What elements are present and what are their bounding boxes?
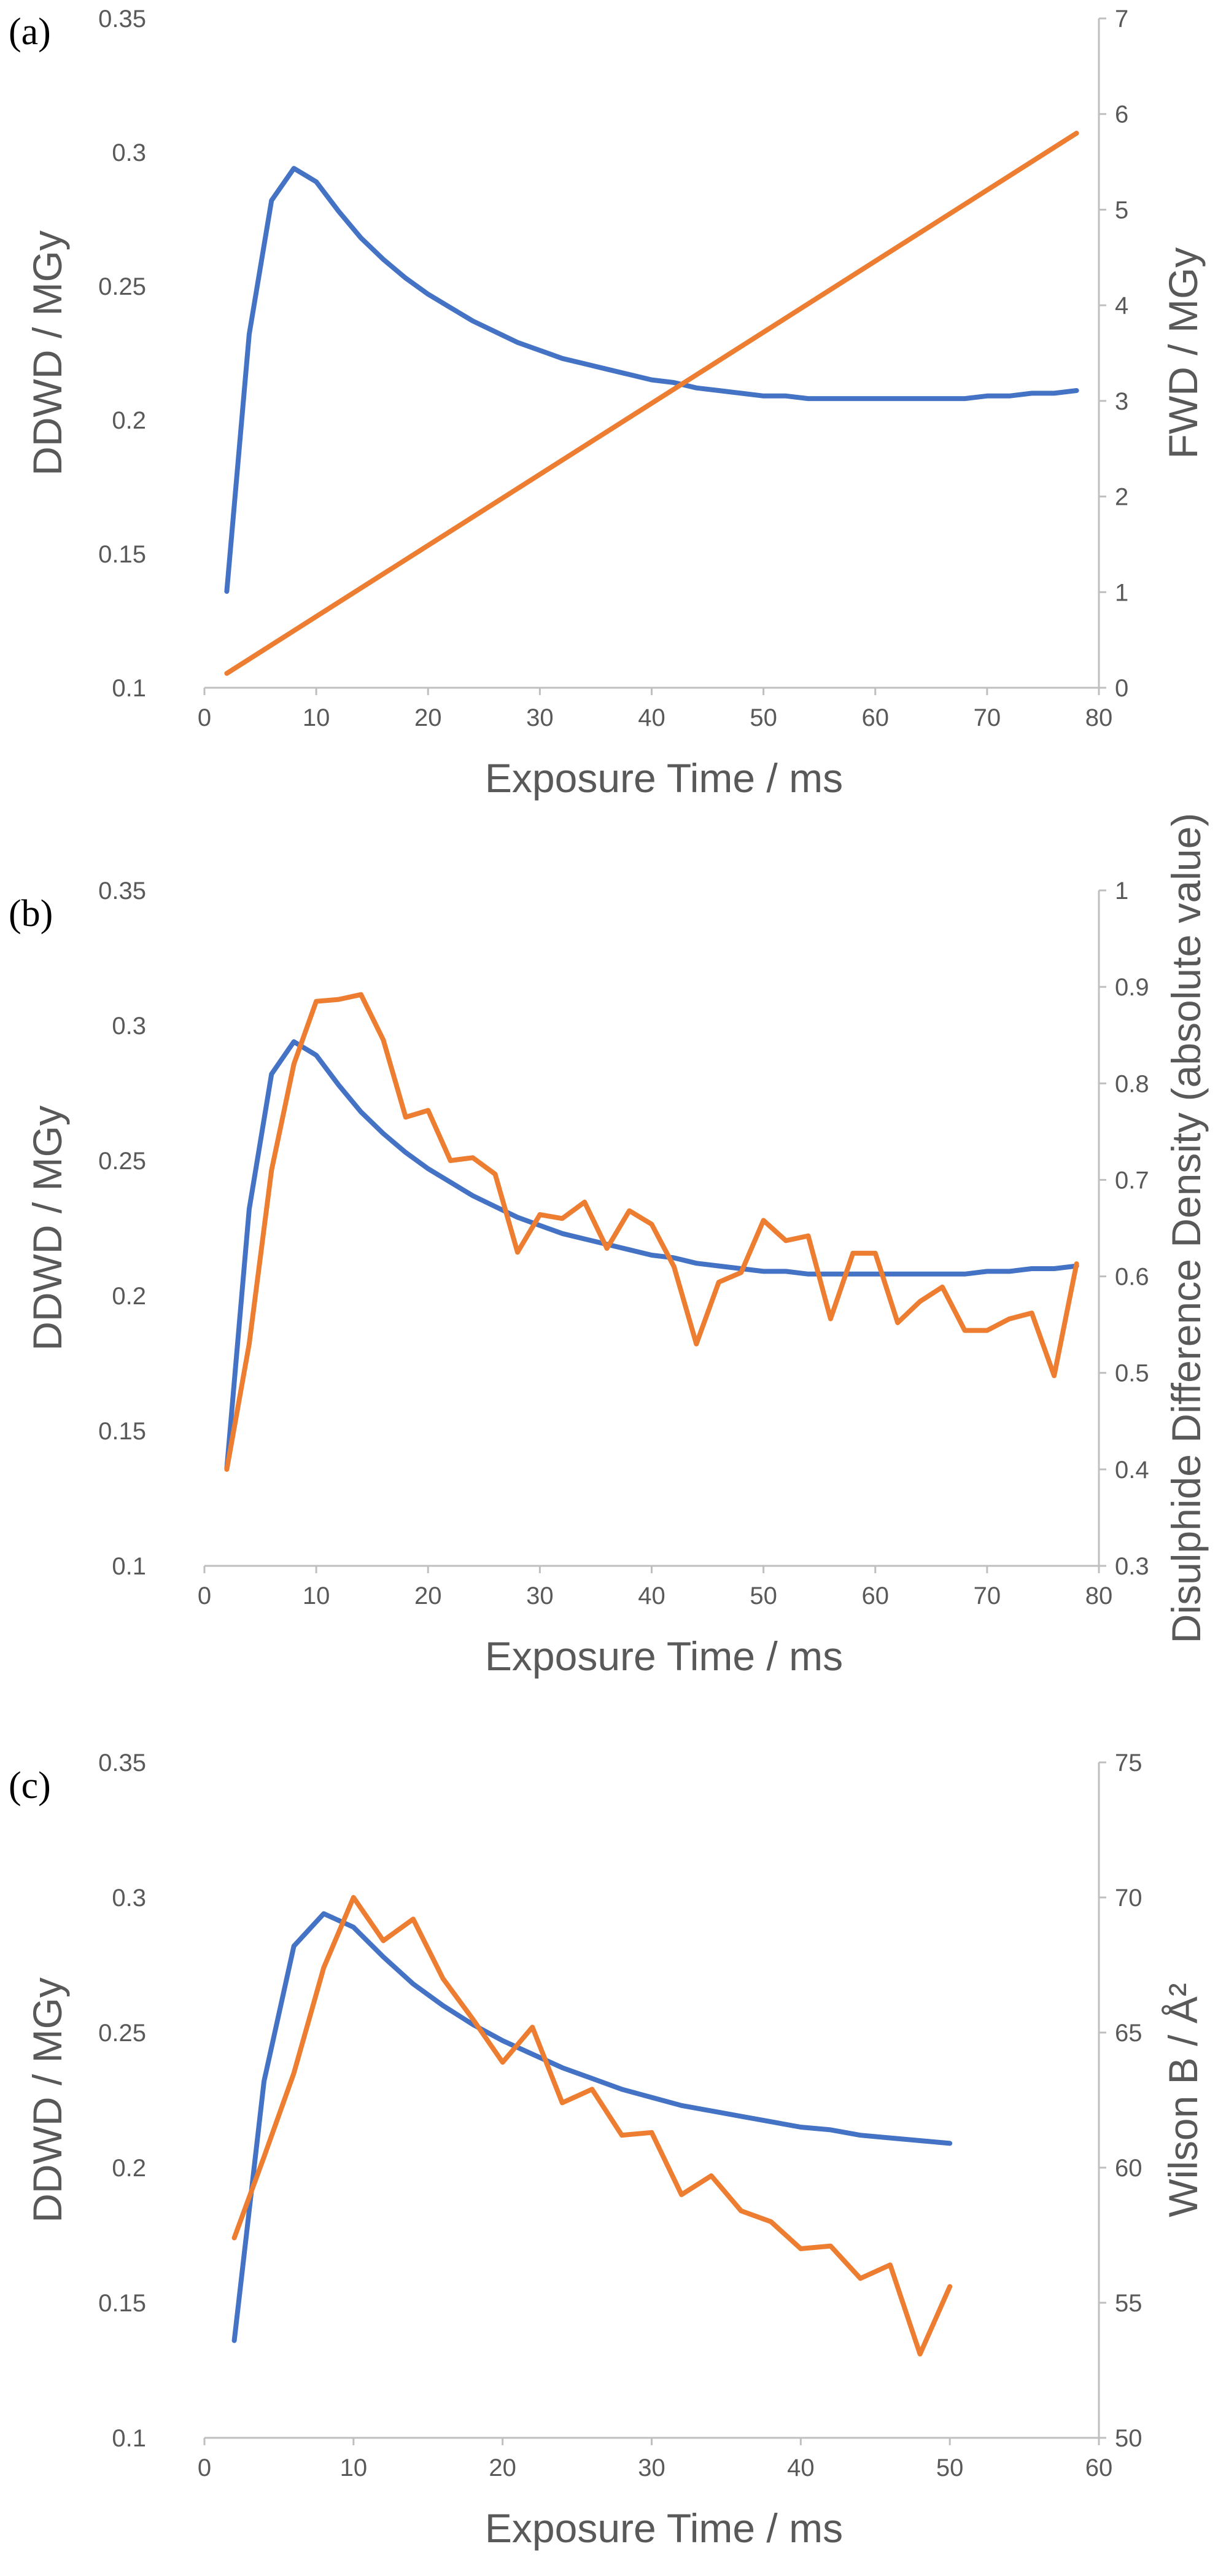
secondary-series-line [227, 995, 1076, 1469]
secondary-series-line [227, 133, 1076, 674]
y-right-tick-label: 6 [1115, 101, 1128, 128]
y-right-tick-label: 2 [1115, 484, 1128, 511]
x-tick-label: 60 [862, 704, 890, 731]
y-left-axis-title: DDWD / MGy [25, 1105, 70, 1351]
x-tick-label: 0 [198, 1582, 211, 1609]
x-tick-label: 40 [787, 2454, 815, 2481]
y-right-axis-title: FWD / MGy [1160, 247, 1206, 459]
y-right-tick-label: 3 [1115, 388, 1128, 415]
x-tick-label: 10 [340, 2454, 368, 2481]
y-left-tick-label: 0.3 [112, 139, 146, 166]
ddwd-series-line [227, 168, 1076, 591]
y-right-tick-label: 1 [1115, 579, 1128, 606]
y-left-tick-label: 0.15 [98, 541, 146, 568]
y-right-axis-title: Disulphide Difference Density (absolute … [1163, 813, 1209, 1643]
y-right-tick-label: 0 [1115, 675, 1128, 702]
y-right-tick-label: 65 [1115, 2020, 1142, 2047]
y-left-axis-title: DDWD / MGy [25, 230, 70, 476]
y-right-tick-label: 7 [1115, 6, 1128, 33]
x-tick-label: 50 [750, 704, 777, 731]
y-left-tick-label: 0.25 [98, 2020, 146, 2047]
y-left-tick-label: 0.1 [112, 1553, 146, 1580]
x-tick-label: 80 [1085, 1582, 1113, 1609]
x-axis-title: Exposure Time / ms [485, 755, 843, 801]
x-tick-label: 40 [638, 704, 665, 731]
y-right-tick-label: 4 [1115, 292, 1128, 319]
y-left-tick-label: 0.15 [98, 2290, 146, 2317]
x-tick-label: 30 [526, 704, 554, 731]
chart-panel-2: (b) 0 10 20 30 40 50 60 70 80 0.1 0.15 0.2 0.25 0.3 0.3… [9, 813, 1209, 1679]
y-left-tick-label: 0.1 [112, 2425, 146, 2452]
x-tick-label: 10 [303, 704, 330, 731]
ddwd-series-line [235, 1913, 950, 2340]
x-tick-label: 0 [198, 704, 211, 731]
x-axis-title: Exposure Time / ms [485, 1633, 843, 1679]
y-left-tick-label: 0.1 [112, 675, 146, 702]
chart-panel-3: (c)0 10 20 30 40 50 600.10.150.20.250.30.35505… [9, 1749, 1206, 2551]
panel-label: (a) [9, 11, 51, 53]
y-right-axis-title: Wilson B / Å² [1160, 1983, 1206, 2217]
panel-label: (c) [9, 1765, 51, 1807]
x-tick-label: 50 [936, 2454, 964, 2481]
y-right-tick-label: 70 [1115, 1885, 1142, 1912]
y-right-tick-label: 50 [1115, 2425, 1142, 2452]
secondary-series-line [235, 1897, 950, 2354]
y-right-tick-label: 75 [1115, 1749, 1142, 1776]
y-right-tick-label: 0.8 [1115, 1070, 1149, 1097]
y-right-tick-label: 0.6 [1115, 1264, 1149, 1291]
y-left-tick-label: 0.15 [98, 1418, 146, 1445]
y-right-tick-label: 60 [1115, 2155, 1142, 2182]
x-tick-label: 20 [414, 1582, 442, 1609]
x-tick-label: 60 [1085, 2454, 1113, 2481]
y-right-tick-label: 1 [1115, 877, 1128, 905]
ddwd-series-line [227, 1041, 1076, 1468]
x-tick-label: 10 [303, 1582, 330, 1609]
y-left-axis-title: DDWD / MGy [25, 1977, 70, 2223]
x-tick-label: 80 [1085, 704, 1113, 731]
x-tick-label: 20 [489, 2454, 516, 2481]
y-right-tick-label: 5 [1115, 197, 1128, 224]
y-left-tick-label: 0.2 [112, 2155, 146, 2182]
y-left-tick-label: 0.35 [98, 1749, 146, 1776]
y-right-tick-label: 0.5 [1115, 1360, 1149, 1387]
y-left-tick-label: 0.25 [98, 1148, 146, 1175]
y-left-tick-label: 0.35 [98, 877, 146, 905]
x-tick-label: 30 [526, 1582, 554, 1609]
x-tick-label: 20 [414, 704, 442, 731]
x-tick-label: 70 [974, 1582, 1001, 1609]
figure: (a)0 10 20 30 40 50 60 70 800.10.150.20.250.30.3… [0, 0, 1218, 2576]
x-tick-label: 70 [974, 704, 1001, 731]
chart-panel-1: (a)0 10 20 30 40 50 60 70 800.10.150.20.250.30.3… [9, 6, 1206, 801]
y-left-tick-label: 0.3 [112, 1885, 146, 1912]
x-tick-label: 30 [638, 2454, 665, 2481]
y-left-tick-label: 0.25 [98, 273, 146, 300]
y-right-tick-label: 55 [1115, 2290, 1142, 2317]
y-left-tick-label: 0.2 [112, 1283, 146, 1310]
x-tick-label: 60 [862, 1582, 890, 1609]
y-left-tick-label: 0.3 [112, 1013, 146, 1040]
y-left-tick-label: 0.35 [98, 6, 146, 33]
x-tick-label: 40 [638, 1582, 665, 1609]
y-right-tick-label: 0.3 [1115, 1553, 1149, 1580]
y-left-tick-label: 0.2 [112, 407, 146, 434]
x-tick-label: 50 [750, 1582, 777, 1609]
panel-label: (b) [9, 893, 53, 935]
y-right-tick-label: 0.4 [1115, 1457, 1149, 1484]
x-axis-title: Exposure Time / ms [485, 2505, 843, 2551]
y-right-tick-label: 0.9 [1115, 974, 1149, 1001]
y-right-tick-label: 0.7 [1115, 1167, 1149, 1194]
x-tick-label: 0 [198, 2454, 211, 2481]
